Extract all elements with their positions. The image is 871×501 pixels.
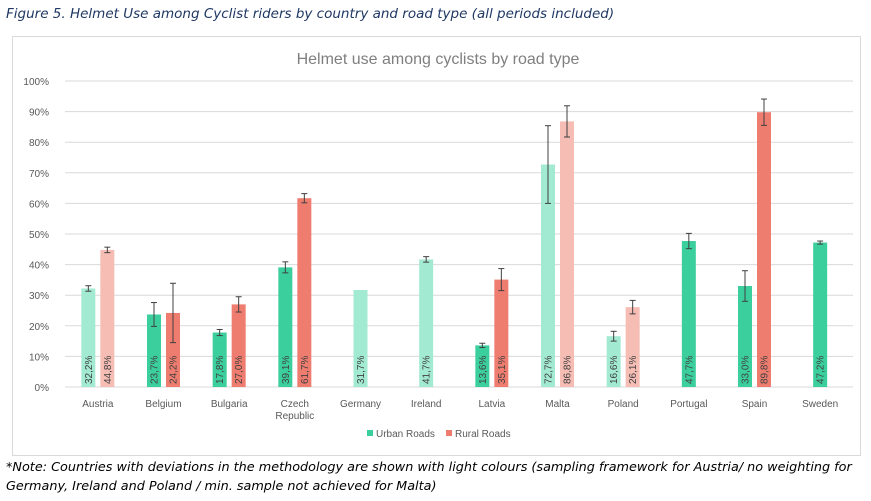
y-tick-label: 60% <box>29 199 49 210</box>
rural-data-label: 35,1% <box>497 356 508 384</box>
urban-error-bar <box>742 270 748 302</box>
rural-bar <box>560 121 574 387</box>
x-tick-label: Malta <box>545 399 570 410</box>
data-labels: 32,2% 44,8% 23,7% 24,2% 17,8% 27,0% 39,1% 61,7%… <box>84 356 827 384</box>
urban-bar <box>475 345 490 387</box>
rural-data-label: 86,8% <box>563 356 574 384</box>
legend: Urban Roads Rural Roads <box>367 429 511 440</box>
footnote: *Note: Countries with deviations in the … <box>6 460 852 494</box>
urban-error-bar <box>479 342 486 349</box>
urban-data-label: 47,2% <box>816 356 827 384</box>
x-tick-label: Germany <box>340 399 381 410</box>
y-tick-label: 10% <box>29 352 49 363</box>
urban-data-label: 32,2% <box>84 356 95 384</box>
rural-bar <box>297 198 312 387</box>
x-tick-label: Spain <box>742 399 768 410</box>
y-tick-label: 90% <box>29 108 49 119</box>
legend-label: Rural Roads <box>455 429 511 440</box>
rural-data-label: 26,1% <box>628 356 639 384</box>
y-tick-label: 80% <box>29 138 49 149</box>
rural-bar <box>757 112 771 387</box>
x-tick-label: Latvia <box>478 399 505 410</box>
rural-data-label: 27,0% <box>234 356 245 384</box>
urban-bar <box>541 164 555 387</box>
y-tick-label: 40% <box>29 261 49 272</box>
urban-data-label: 47,7% <box>684 356 695 384</box>
y-tick-label: 70% <box>29 169 49 180</box>
x-tick-label: Sweden <box>802 399 838 410</box>
urban-bar <box>212 332 227 387</box>
rural-data-label: 24,2% <box>169 356 180 384</box>
rural-error-bar <box>761 98 767 126</box>
y-tick-label: 20% <box>29 322 49 333</box>
rural-bar <box>231 304 246 387</box>
x-tick-label: Czech <box>281 399 309 410</box>
rural-data-label: 44,8% <box>103 356 114 384</box>
urban-error-bar <box>817 240 824 245</box>
y-tick-label: 30% <box>29 291 49 302</box>
urban-error-bar <box>151 302 157 327</box>
y-tick-label: 50% <box>29 230 49 241</box>
legend-swatch <box>446 430 452 436</box>
y-axis: 0% 10% 20% 30% 40% 50% 60% 70% 80% 90% 100% <box>23 77 49 394</box>
rural-data-label: 89,8% <box>760 356 771 384</box>
urban-data-label: 31,7% <box>356 356 367 384</box>
rural-error-bar <box>170 282 176 344</box>
urban-error-bar <box>423 256 430 263</box>
x-tick-label: Portugal <box>670 399 707 410</box>
urban-error-bar <box>685 232 692 250</box>
rural-error-bar <box>301 193 308 204</box>
urban-error-bar <box>282 261 289 274</box>
rural-bar <box>166 312 180 387</box>
x-tick-label: Austria <box>82 399 114 410</box>
chart-title: Helmet use among cyclists by road type <box>297 51 580 68</box>
urban-data-label: 16,6% <box>609 356 620 384</box>
urban-data-label: 23,7% <box>150 356 161 384</box>
urban-data-label: 41,7% <box>422 356 433 384</box>
y-tick-label: 100% <box>23 77 49 88</box>
rural-bar <box>625 307 640 387</box>
x-tick-label: Bulgaria <box>211 399 248 410</box>
x-tick-label: Republic <box>275 411 314 422</box>
error-bars <box>85 98 824 349</box>
urban-data-label: 39,1% <box>281 356 292 384</box>
urban-data-label: 33,0% <box>741 356 752 384</box>
rural-error-bar <box>629 299 636 315</box>
bars <box>81 112 828 387</box>
rural-error-bar <box>104 246 111 254</box>
rural-error-bar <box>564 105 570 138</box>
urban-error-bar <box>545 125 551 204</box>
legend-label: Urban Roads <box>376 429 435 440</box>
x-tick-label: Belgium <box>145 399 181 410</box>
bar-chart: Helmet use among cyclists by road type 0… <box>23 51 853 440</box>
urban-bar <box>147 314 161 387</box>
urban-bar <box>353 289 368 387</box>
rural-data-label: 61,7% <box>300 356 311 384</box>
urban-bar <box>681 241 696 387</box>
y-tick-label: 0% <box>35 383 50 394</box>
legend-swatch <box>367 430 373 436</box>
urban-error-bar <box>216 328 223 337</box>
urban-data-label: 72,7% <box>544 356 555 384</box>
urban-error-bar <box>610 330 617 342</box>
urban-error-bar <box>85 285 92 292</box>
rural-bar <box>100 249 115 387</box>
urban-bar <box>606 336 621 387</box>
figure-title: Figure 5. Helmet Use among Cyclist rider… <box>6 6 615 22</box>
urban-bar <box>738 286 752 387</box>
urban-bar <box>419 259 434 387</box>
chart-container: Helmet use among cyclists by road type 0… <box>12 36 861 456</box>
rural-error-bar <box>498 268 505 292</box>
urban-data-label: 13,6% <box>478 356 489 384</box>
rural-bar <box>494 279 509 387</box>
rural-error-bar <box>235 296 242 313</box>
gridlines <box>65 80 853 388</box>
x-tick-label: Ireland <box>411 399 442 410</box>
urban-data-label: 17,8% <box>215 356 226 384</box>
urban-bar <box>278 267 293 387</box>
urban-bar <box>81 288 96 387</box>
x-tick-label: Poland <box>608 399 639 410</box>
urban-bar <box>813 242 828 387</box>
